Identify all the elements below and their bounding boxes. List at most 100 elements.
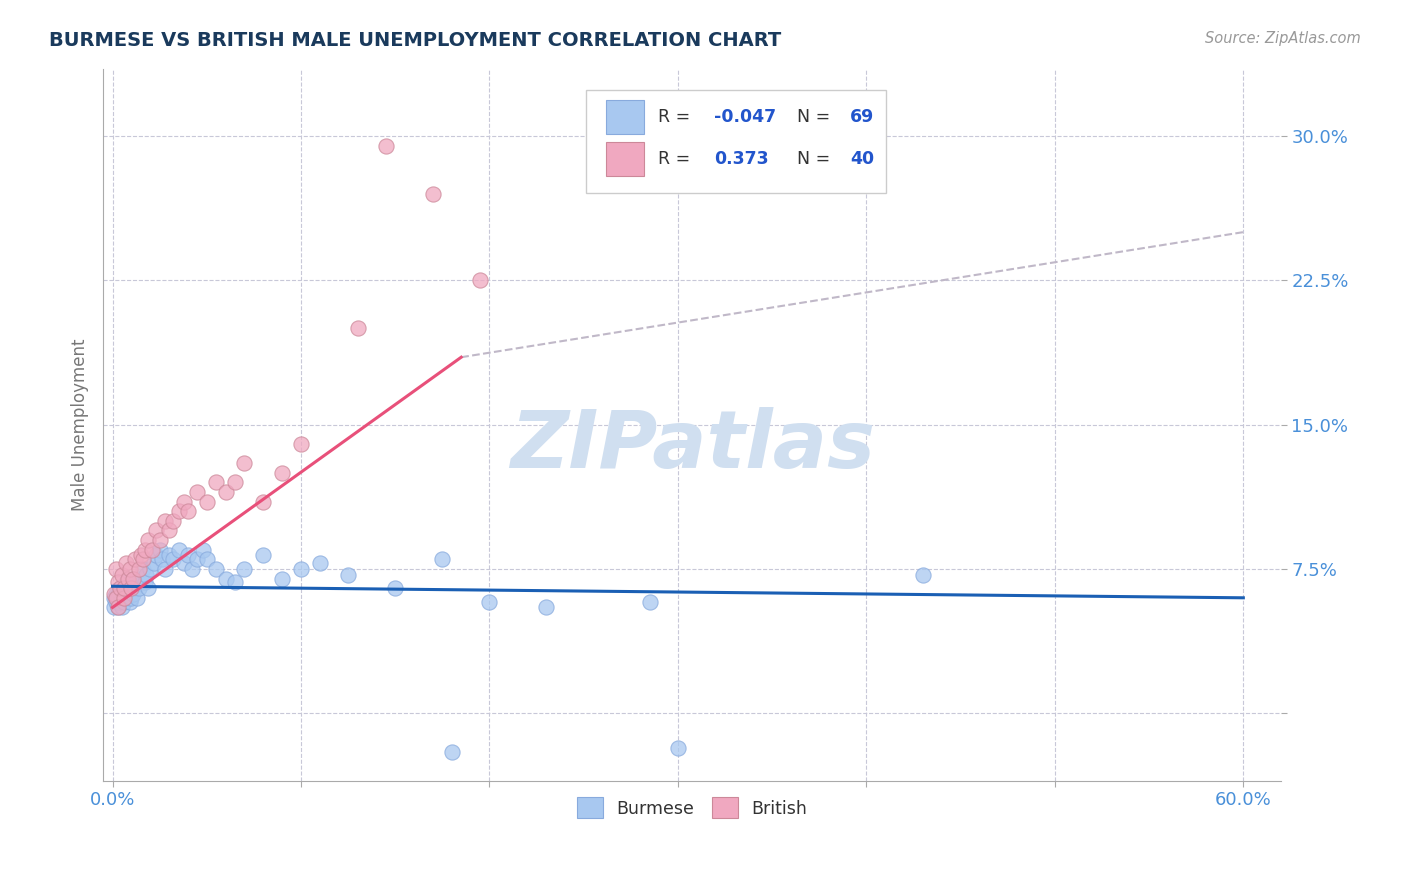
Point (534, 600, 557, 615)
Point (150, 552, 173, 566)
Point (122, 587, 145, 601)
Point (111, 591, 134, 605)
Point (638, 594, 661, 608)
Point (138, 581, 160, 595)
Point (111, 567, 134, 582)
Point (252, 494, 274, 508)
Point (118, 562, 141, 576)
Legend: Burmese, British: Burmese, British (569, 790, 814, 825)
Point (374, 138, 396, 153)
Point (107, 587, 129, 601)
Point (346, 321, 368, 335)
Point (177, 504, 200, 518)
Point (167, 542, 190, 557)
Point (337, 567, 360, 582)
Point (145, 524, 167, 538)
Point (186, 552, 208, 566)
Point (155, 562, 177, 576)
Text: 40: 40 (849, 150, 875, 168)
Point (124, 581, 146, 595)
Point (157, 524, 180, 538)
Point (103, 591, 125, 605)
Point (105, 591, 128, 605)
Point (118, 575, 141, 590)
Point (186, 485, 208, 500)
Point (135, 567, 157, 582)
Point (610, 138, 633, 153)
Point (290, 437, 312, 451)
Point (105, 587, 128, 601)
Point (180, 562, 202, 576)
Text: Source: ZipAtlas.com: Source: ZipAtlas.com (1205, 31, 1361, 46)
Point (112, 581, 135, 595)
Point (112, 581, 135, 595)
Point (478, 594, 501, 608)
FancyBboxPatch shape (606, 100, 644, 134)
Point (122, 572, 145, 586)
Point (117, 581, 139, 595)
Point (195, 552, 218, 566)
Point (125, 591, 148, 605)
Point (118, 594, 141, 608)
Point (107, 594, 129, 608)
Point (103, 600, 125, 615)
Point (290, 562, 312, 576)
Point (134, 542, 156, 557)
Text: BURMESE VS BRITISH MALE UNEMPLOYMENT CORRELATION CHART: BURMESE VS BRITISH MALE UNEMPLOYMENT COR… (49, 31, 782, 50)
Point (105, 591, 128, 605)
Point (114, 575, 136, 590)
Point (112, 594, 135, 608)
Point (129, 549, 152, 563)
Point (252, 549, 274, 563)
Point (195, 494, 218, 508)
Point (118, 587, 141, 601)
Text: N =: N = (797, 108, 835, 126)
Point (128, 562, 150, 576)
Point (173, 494, 195, 508)
Point (162, 514, 184, 528)
Point (107, 600, 129, 615)
Point (224, 575, 246, 590)
Point (139, 562, 162, 576)
Point (468, 273, 491, 287)
Point (111, 585, 134, 599)
Point (117, 591, 139, 605)
Point (271, 572, 294, 586)
Point (666, 740, 689, 755)
Point (108, 594, 131, 608)
Point (911, 567, 934, 582)
Point (233, 456, 256, 470)
Point (149, 542, 172, 557)
Point (205, 562, 228, 576)
Point (205, 475, 228, 490)
FancyBboxPatch shape (606, 142, 644, 176)
Point (108, 581, 131, 595)
Point (114, 587, 136, 601)
FancyBboxPatch shape (586, 90, 886, 194)
Point (128, 581, 150, 595)
Y-axis label: Male Unemployment: Male Unemployment (72, 338, 89, 511)
Point (141, 542, 163, 557)
Point (122, 572, 145, 586)
Point (111, 600, 134, 615)
Point (167, 504, 190, 518)
Point (107, 575, 129, 590)
Point (214, 485, 236, 500)
Point (157, 549, 180, 563)
Point (103, 587, 125, 601)
Point (124, 552, 146, 566)
Point (107, 591, 129, 605)
Point (114, 556, 136, 570)
Point (233, 562, 256, 576)
Point (138, 533, 160, 547)
Point (105, 562, 128, 576)
Point (173, 556, 195, 570)
Point (114, 591, 136, 605)
Point (191, 542, 214, 557)
Text: 0.373: 0.373 (714, 150, 769, 168)
Point (384, 581, 406, 595)
Point (124, 575, 146, 590)
Point (131, 562, 153, 576)
Point (432, 552, 454, 566)
Point (131, 552, 153, 566)
